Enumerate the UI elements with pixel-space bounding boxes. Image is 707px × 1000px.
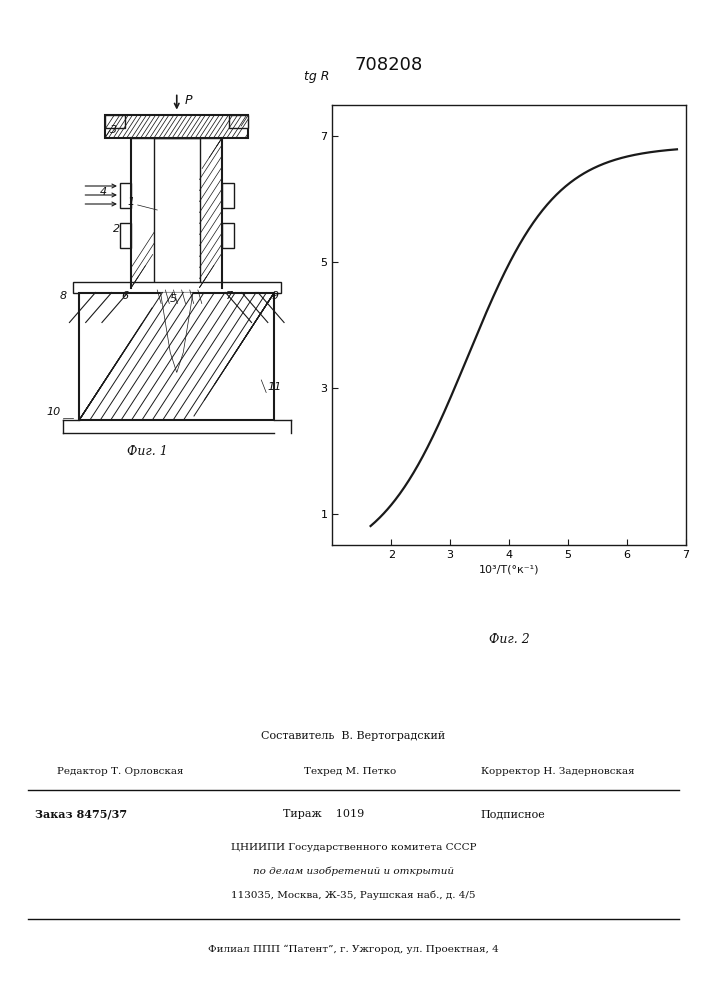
Polygon shape	[120, 182, 132, 208]
Text: 10: 10	[47, 407, 61, 417]
Text: Филиал ППП “Патент”, г. Ужгород, ул. Проектная, 4: Филиал ППП “Патент”, г. Ужгород, ул. Про…	[208, 944, 499, 954]
Text: Фиг. 2: Фиг. 2	[489, 633, 530, 646]
Text: tg R: tg R	[304, 70, 329, 83]
Text: Техред М. Петко: Техред М. Петко	[304, 768, 396, 776]
Polygon shape	[105, 115, 124, 127]
Text: по делам изобретений и открытий: по делам изобретений и открытий	[253, 866, 454, 876]
Text: Фиг. 1: Фиг. 1	[127, 445, 168, 458]
Text: P: P	[185, 94, 192, 107]
Polygon shape	[162, 292, 192, 367]
Polygon shape	[120, 223, 132, 247]
Polygon shape	[222, 182, 234, 208]
Text: 6: 6	[122, 291, 129, 301]
Text: 3: 3	[110, 125, 117, 135]
Polygon shape	[160, 292, 193, 372]
Text: 4: 4	[100, 187, 107, 197]
Text: Корректор Н. Задерновская: Корректор Н. Задерновская	[481, 768, 634, 776]
Text: 1: 1	[127, 197, 134, 207]
Polygon shape	[73, 282, 281, 292]
X-axis label: 10³/T(°к⁻¹): 10³/T(°к⁻¹)	[479, 564, 539, 574]
Polygon shape	[229, 115, 248, 127]
Text: Редактор Т. Орловская: Редактор Т. Орловская	[57, 768, 183, 776]
Text: 5: 5	[170, 294, 177, 304]
Polygon shape	[154, 288, 199, 330]
Text: 708208: 708208	[355, 56, 423, 74]
Text: Составитель  В. Вертоградский: Составитель В. Вертоградский	[262, 731, 445, 741]
Text: ЦНИИПИ Государственного комитета СССР: ЦНИИПИ Государственного комитета СССР	[230, 842, 477, 852]
Text: 2: 2	[112, 225, 120, 234]
Polygon shape	[79, 292, 274, 420]
Text: Тираж    1019: Тираж 1019	[283, 809, 364, 819]
Text: 7: 7	[226, 291, 233, 301]
Text: Подписное: Подписное	[481, 809, 546, 819]
Polygon shape	[154, 137, 199, 288]
Polygon shape	[222, 223, 234, 247]
Text: Заказ 8475/37: Заказ 8475/37	[35, 808, 127, 820]
Polygon shape	[105, 115, 248, 137]
Text: 113035, Москва, Ж-35, Раушская наб., д. 4/5: 113035, Москва, Ж-35, Раушская наб., д. …	[231, 890, 476, 900]
Text: 11: 11	[268, 382, 282, 392]
Text: 9: 9	[271, 291, 278, 301]
Text: 8: 8	[59, 291, 66, 301]
